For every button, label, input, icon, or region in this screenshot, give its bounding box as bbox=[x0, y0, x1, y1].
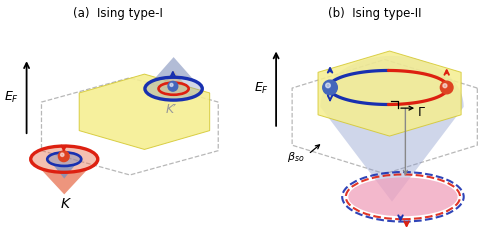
Circle shape bbox=[170, 83, 173, 87]
Circle shape bbox=[440, 81, 453, 94]
Circle shape bbox=[58, 151, 69, 162]
Polygon shape bbox=[32, 159, 97, 194]
Text: K′: K′ bbox=[166, 103, 176, 116]
Ellipse shape bbox=[48, 151, 81, 165]
Polygon shape bbox=[159, 70, 188, 89]
Text: Γ: Γ bbox=[418, 106, 424, 120]
Polygon shape bbox=[318, 51, 461, 136]
Text: $E_F$: $E_F$ bbox=[254, 81, 270, 96]
Ellipse shape bbox=[348, 177, 458, 216]
Text: (b)  Ising type-II: (b) Ising type-II bbox=[328, 7, 422, 20]
Circle shape bbox=[168, 81, 177, 91]
Polygon shape bbox=[146, 57, 202, 89]
Text: $\beta_{so}$: $\beta_{so}$ bbox=[287, 150, 305, 164]
Text: (a)  Ising type-I: (a) Ising type-I bbox=[73, 7, 162, 20]
Polygon shape bbox=[320, 56, 464, 202]
Ellipse shape bbox=[146, 78, 202, 100]
Ellipse shape bbox=[32, 147, 97, 172]
Circle shape bbox=[323, 80, 338, 95]
Text: K: K bbox=[61, 197, 70, 211]
Ellipse shape bbox=[159, 83, 188, 95]
Circle shape bbox=[443, 84, 447, 88]
Circle shape bbox=[326, 83, 330, 88]
Circle shape bbox=[60, 153, 64, 156]
Polygon shape bbox=[48, 158, 81, 179]
Polygon shape bbox=[79, 74, 210, 149]
Text: $E_F$: $E_F$ bbox=[4, 90, 20, 105]
